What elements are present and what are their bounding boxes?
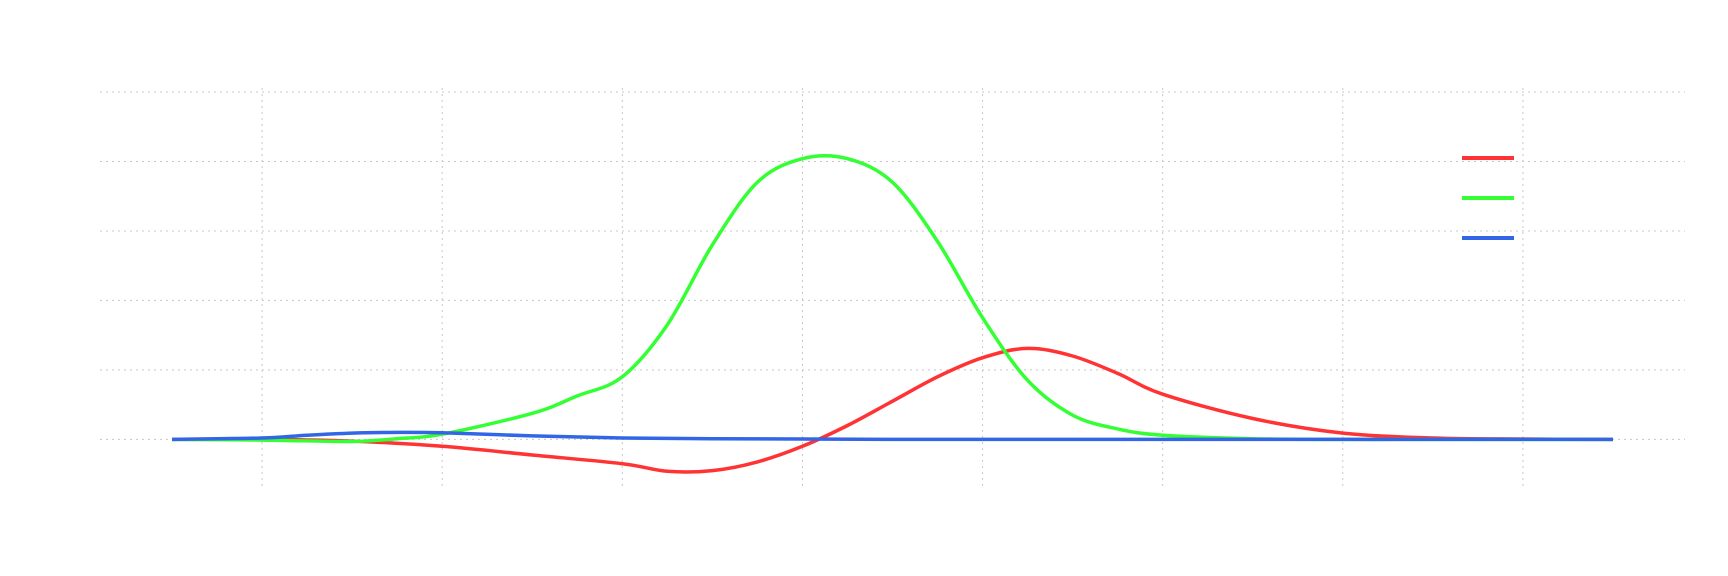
series-lines — [171, 154, 1614, 474]
grid — [100, 88, 1685, 488]
series-line-2 — [171, 154, 1613, 444]
legend — [1462, 156, 1514, 240]
series-line-3 — [171, 430, 1613, 442]
series-line-1 — [171, 346, 1614, 474]
